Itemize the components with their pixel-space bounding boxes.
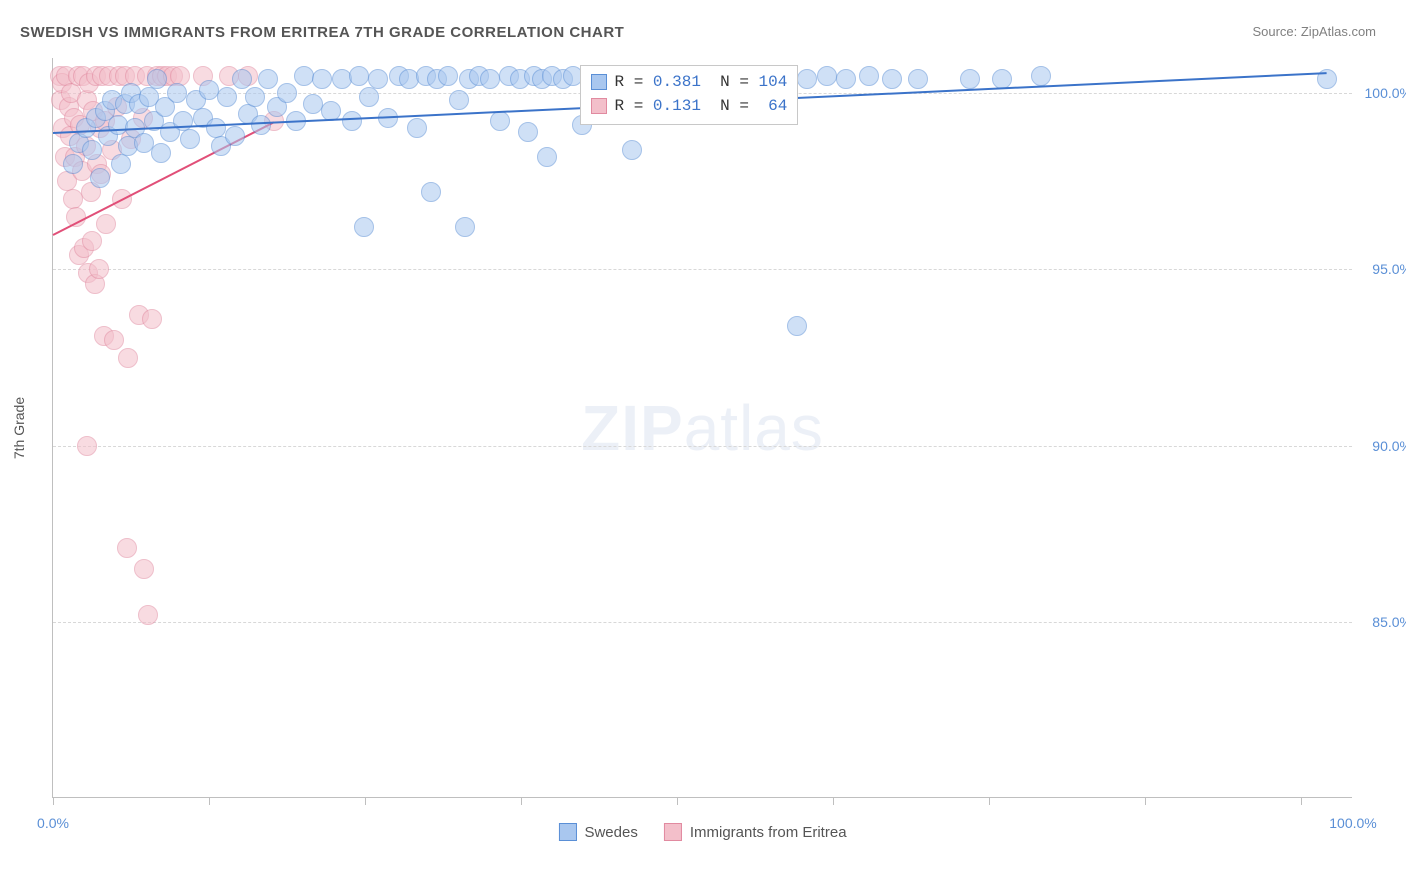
y-tick-label: 95.0% — [1357, 261, 1406, 277]
scatter-point — [354, 217, 374, 237]
y-tick-label: 100.0% — [1357, 85, 1406, 101]
scatter-point — [438, 66, 458, 86]
scatter-point — [142, 309, 162, 329]
x-tick — [53, 797, 54, 805]
scatter-point — [787, 316, 807, 336]
stat-text: R = 0.381 N = 104 — [615, 70, 788, 94]
scatter-point — [797, 69, 817, 89]
scatter-point — [882, 69, 902, 89]
legend-swatch — [558, 823, 576, 841]
scatter-point — [368, 69, 388, 89]
gridline — [53, 622, 1352, 623]
x-tick — [677, 797, 678, 805]
scatter-point — [960, 69, 980, 89]
scatter-point — [104, 330, 124, 350]
x-tick — [209, 797, 210, 805]
x-tick — [833, 797, 834, 805]
chart-title: SWEDISH VS IMMIGRANTS FROM ERITREA 7TH G… — [20, 24, 624, 41]
watermark: ZIPatlas — [581, 391, 824, 465]
x-tick — [989, 797, 990, 805]
x-tick — [1301, 797, 1302, 805]
scatter-point — [359, 87, 379, 107]
scatter-point — [1031, 66, 1051, 86]
watermark-zip: ZIP — [581, 392, 684, 464]
scatter-point — [258, 69, 278, 89]
legend-label: Swedes — [584, 824, 637, 841]
scatter-point — [836, 69, 856, 89]
stat-text: R = 0.131 N = 64 — [615, 94, 788, 118]
scatter-point — [225, 126, 245, 146]
correlation-stats-box: R = 0.381 N = 104R = 0.131 N = 64 — [580, 65, 799, 125]
scatter-point — [77, 436, 97, 456]
scatter-point — [217, 87, 237, 107]
scatter-point — [312, 69, 332, 89]
scatter-point — [518, 122, 538, 142]
scatter-point — [859, 66, 879, 86]
legend: Swedes Immigrants from Eritrea — [558, 823, 846, 841]
scatter-point — [147, 69, 167, 89]
scatter-point — [89, 259, 109, 279]
scatter-point — [480, 69, 500, 89]
scatter-point — [117, 538, 137, 558]
legend-item: Immigrants from Eritrea — [664, 823, 847, 841]
gridline — [53, 269, 1352, 270]
scatter-point — [151, 143, 171, 163]
x-tick — [521, 797, 522, 805]
scatter-point — [111, 154, 131, 174]
x-tick — [365, 797, 366, 805]
scatter-point — [622, 140, 642, 160]
scatter-point — [180, 129, 200, 149]
y-axis-label: 7th Grade — [11, 396, 27, 458]
scatter-point — [63, 189, 83, 209]
scatter-point — [817, 66, 837, 86]
scatter-point — [277, 83, 297, 103]
scatter-point — [908, 69, 928, 89]
scatter-point — [245, 87, 265, 107]
scatter-point — [82, 231, 102, 251]
stat-swatch — [591, 98, 607, 114]
scatter-point — [167, 83, 187, 103]
plot-area: 7th Grade ZIPatlas 85.0%90.0%95.0%100.0%… — [52, 58, 1352, 798]
scatter-point — [455, 217, 475, 237]
x-label-min: 0.0% — [37, 815, 69, 831]
x-label-max: 100.0% — [1329, 815, 1376, 831]
stat-row: R = 0.131 N = 64 — [591, 94, 788, 118]
scatter-point — [82, 140, 102, 160]
scatter-point — [490, 111, 510, 131]
y-tick-label: 85.0% — [1357, 614, 1406, 630]
legend-swatch — [664, 823, 682, 841]
scatter-point — [537, 147, 557, 167]
scatter-point — [96, 214, 116, 234]
y-tick-label: 90.0% — [1357, 438, 1406, 454]
stat-row: R = 0.381 N = 104 — [591, 70, 788, 94]
scatter-point — [118, 348, 138, 368]
scatter-point — [251, 115, 271, 135]
scatter-point — [232, 69, 252, 89]
scatter-point — [294, 66, 314, 86]
scatter-point — [134, 559, 154, 579]
scatter-point — [342, 111, 362, 131]
scatter-point — [421, 182, 441, 202]
scatter-point — [138, 605, 158, 625]
stat-swatch — [591, 74, 607, 90]
x-tick — [1145, 797, 1146, 805]
scatter-point — [90, 168, 110, 188]
gridline — [53, 446, 1352, 447]
scatter-point — [449, 90, 469, 110]
legend-label: Immigrants from Eritrea — [690, 824, 847, 841]
watermark-atlas: atlas — [684, 392, 824, 464]
scatter-point — [303, 94, 323, 114]
source-label: Source: ZipAtlas.com — [1252, 24, 1376, 39]
scatter-point — [407, 118, 427, 138]
scatter-point — [349, 66, 369, 86]
scatter-point — [199, 80, 219, 100]
legend-item: Swedes — [558, 823, 637, 841]
scatter-point — [63, 154, 83, 174]
